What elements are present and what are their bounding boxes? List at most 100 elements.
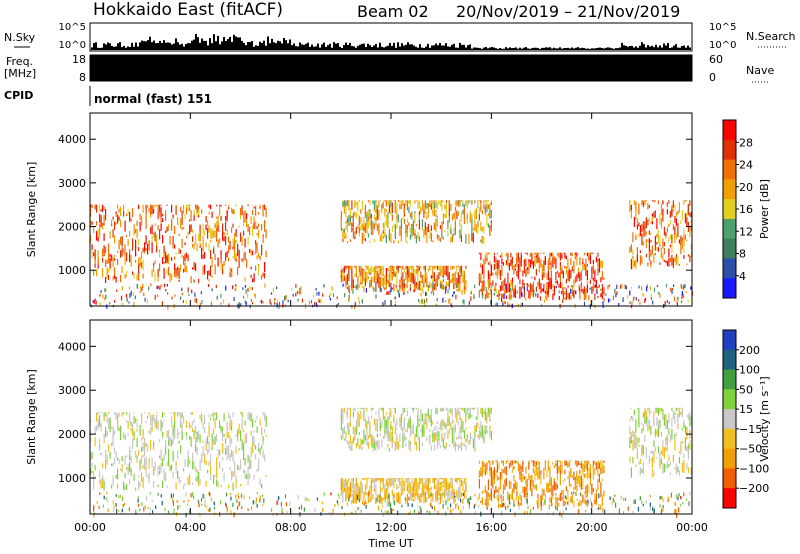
data-streak	[442, 221, 444, 225]
data-streak	[232, 223, 234, 228]
data-streak	[636, 247, 638, 259]
scatter-point	[450, 303, 452, 307]
data-streak	[579, 257, 581, 266]
data-streak	[459, 490, 461, 500]
data-streak	[141, 437, 143, 441]
data-streak	[204, 427, 206, 433]
data-streak	[372, 478, 374, 479]
data-streak	[441, 407, 443, 412]
data-streak	[211, 413, 213, 417]
data-streak	[481, 264, 483, 275]
data-streak	[520, 253, 522, 259]
data-streak	[369, 209, 371, 219]
data-streak	[465, 200, 467, 206]
nsky-bar	[581, 47, 583, 50]
data-streak	[160, 421, 162, 432]
data-streak	[408, 478, 410, 488]
data-streak	[456, 478, 458, 483]
data-streak	[342, 479, 344, 487]
data-streak	[384, 222, 386, 232]
data-streak	[678, 410, 680, 418]
data-streak	[358, 230, 360, 237]
data-streak	[373, 478, 375, 483]
data-streak	[393, 240, 395, 244]
scatter-point	[677, 296, 679, 302]
data-streak	[472, 407, 474, 410]
data-streak	[450, 485, 452, 488]
data-streak	[340, 211, 342, 220]
data-streak	[474, 225, 476, 231]
scatter-point	[105, 497, 107, 501]
data-streak	[216, 412, 218, 420]
data-streak	[438, 478, 440, 483]
data-streak	[163, 454, 165, 461]
scatter-point	[547, 291, 549, 295]
data-streak	[489, 460, 491, 468]
data-streak	[114, 430, 116, 435]
data-streak	[502, 280, 504, 291]
data-streak	[535, 252, 537, 264]
data-streak	[199, 415, 201, 420]
data-streak	[668, 456, 670, 461]
data-streak	[659, 262, 661, 265]
scatter-point	[659, 293, 661, 299]
data-streak	[543, 502, 545, 506]
scatter-point	[177, 505, 179, 510]
data-streak	[346, 216, 348, 219]
nsky-bar	[411, 44, 413, 50]
data-streak	[393, 266, 395, 271]
data-streak	[576, 474, 578, 485]
data-streak	[487, 479, 489, 491]
scatter-point	[619, 284, 622, 289]
data-streak	[589, 464, 591, 473]
data-streak	[138, 475, 140, 478]
data-streak	[126, 420, 128, 423]
data-streak	[214, 412, 216, 416]
scatter-point	[328, 295, 331, 298]
scatter-point	[238, 496, 240, 499]
scatter-point	[485, 287, 487, 292]
data-streak	[355, 426, 357, 435]
scatter-point	[426, 510, 428, 513]
data-streak	[565, 279, 567, 284]
data-streak	[457, 200, 459, 205]
data-streak	[232, 256, 234, 259]
data-streak	[354, 407, 356, 412]
data-streak	[690, 416, 692, 425]
data-streak	[379, 277, 381, 289]
data-streak	[654, 200, 656, 202]
data-streak	[193, 430, 195, 437]
data-streak	[432, 277, 434, 283]
data-streak	[600, 264, 602, 268]
data-streak	[502, 495, 504, 502]
data-streak	[370, 407, 372, 412]
data-streak	[225, 252, 227, 261]
data-streak	[355, 490, 357, 495]
data-streak	[555, 280, 557, 284]
data-streak	[475, 208, 477, 218]
data-streak	[496, 252, 498, 255]
data-streak	[477, 434, 479, 438]
data-streak	[660, 247, 662, 258]
colorbar-segment	[723, 159, 736, 180]
nsky-bar	[255, 45, 257, 50]
data-streak	[630, 440, 632, 443]
nsky-bar	[511, 48, 513, 50]
scatter-point	[390, 287, 392, 292]
data-streak	[249, 249, 251, 253]
data-streak	[528, 473, 530, 480]
scatter-point	[355, 509, 357, 514]
data-streak	[441, 481, 443, 492]
data-streak	[342, 483, 344, 492]
data-streak	[490, 289, 492, 301]
data-streak	[126, 235, 128, 237]
data-streak	[345, 275, 347, 282]
data-streak	[354, 435, 356, 441]
data-streak	[541, 494, 543, 501]
scatter-point	[680, 496, 682, 500]
scatter-point	[633, 296, 635, 300]
data-streak	[568, 270, 570, 281]
data-streak	[650, 425, 652, 434]
data-streak	[148, 240, 150, 251]
data-streak	[480, 500, 482, 504]
